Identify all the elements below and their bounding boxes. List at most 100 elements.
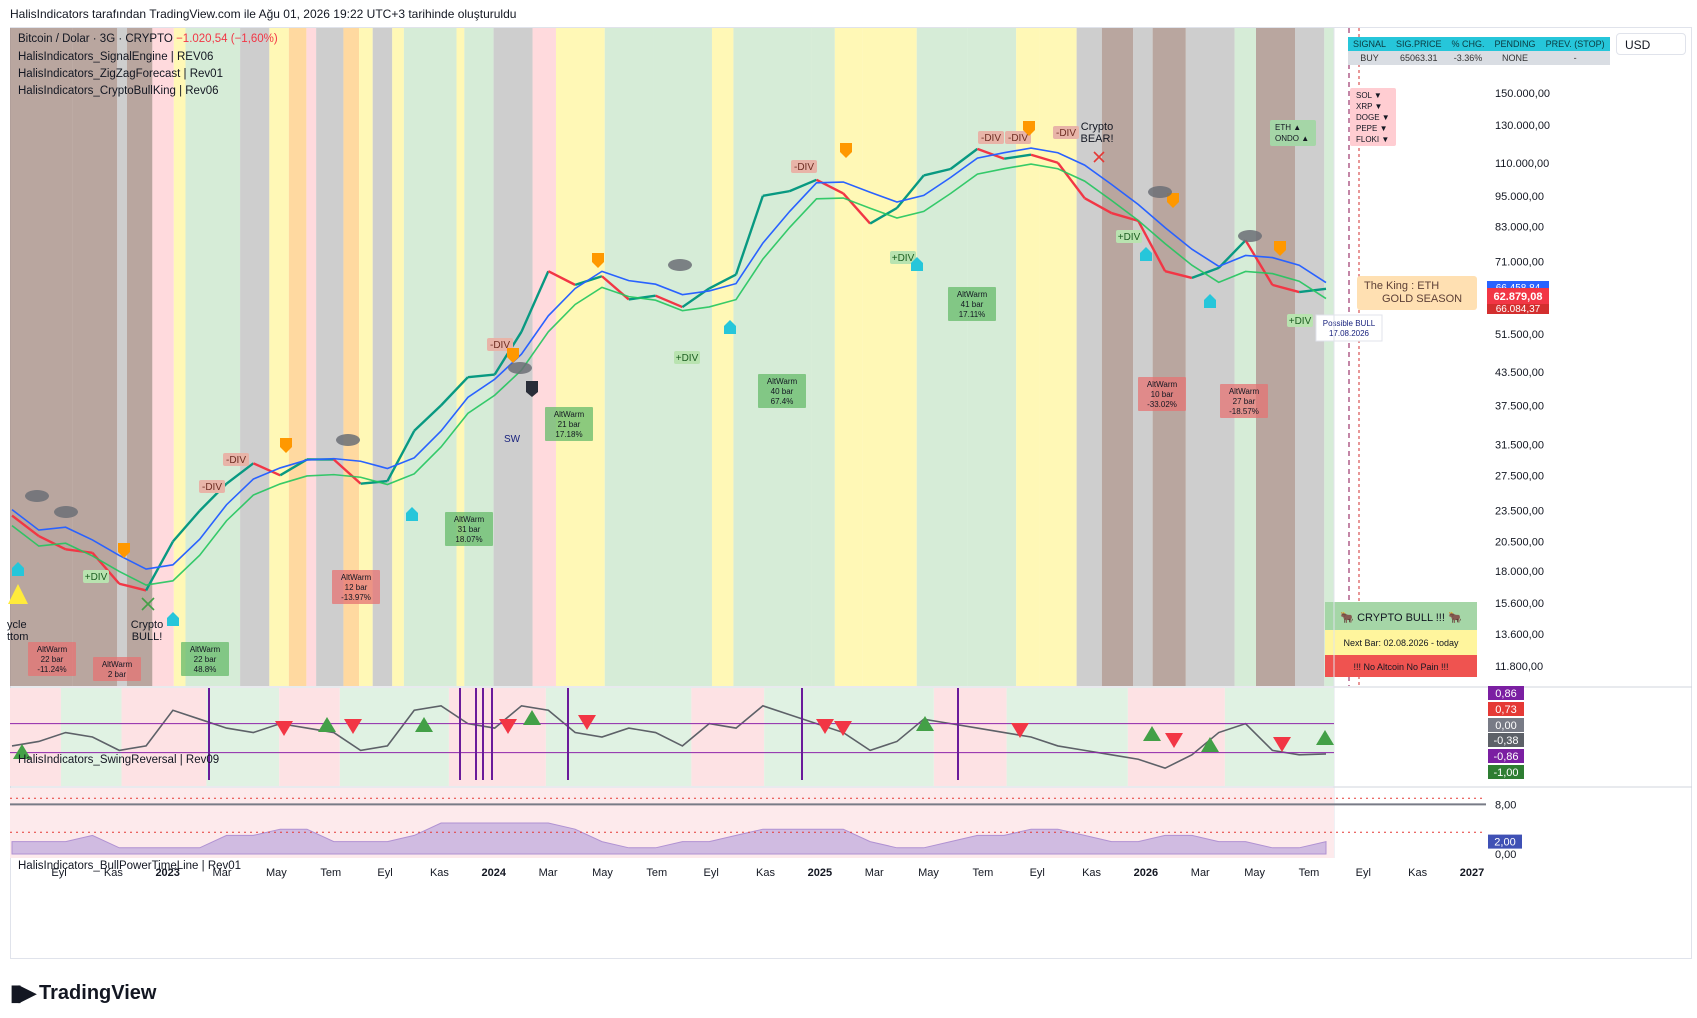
price-axis-label: 43.500,00 [1495, 367, 1544, 379]
price-segment [467, 373, 495, 379]
swing-down-triangle [499, 719, 517, 734]
market-zone-band [967, 28, 1017, 686]
status-nopain-row [1325, 655, 1477, 677]
altwarm-bars: 31 bar [458, 525, 481, 534]
price-axis-label: 95.000,00 [1495, 191, 1544, 203]
tradingview-logo-icon: ▮▶ [10, 980, 36, 1005]
bullpower-axis-tag [1488, 834, 1522, 849]
indicator-legend-2[interactable]: HalisIndicators_ZigZagForecast | Rev01 [18, 68, 223, 80]
time-axis-label: Eyl [1356, 867, 1371, 879]
swing-axis-tag [1488, 702, 1524, 716]
time-axis-label: Tem [646, 867, 667, 879]
alt-down-item: FLOKI ▼ [1356, 135, 1389, 144]
indicator-legend-1[interactable]: HalisIndicators_SignalEngine | REV06 [18, 51, 214, 63]
price-segment [1030, 153, 1059, 164]
signal-header-chg: % CHG. [1446, 37, 1490, 51]
time-axis-label: 2025 [808, 867, 832, 879]
div-bear-label: -DIV [226, 455, 246, 466]
div-bear-tag [1053, 126, 1079, 139]
tradingview-logo[interactable]: ▮▶ TradingView [10, 980, 156, 1006]
symbol-change: −1.020,54 (−1,60%) [176, 33, 278, 45]
div-bear-tag [978, 131, 1004, 144]
altwarm-box [181, 642, 229, 676]
price-segment [520, 270, 550, 333]
signal-header-pending: PENDING [1489, 37, 1541, 51]
swing-up-triangle [1201, 737, 1219, 752]
market-zone-band [555, 28, 605, 686]
div-bull-tag [890, 251, 916, 264]
div-bull-label: +DIV [1118, 232, 1141, 243]
price-axis-label: 27.500,00 [1495, 470, 1544, 482]
cycle-bottom-label-2: ttom [7, 631, 28, 643]
price-segment [332, 458, 362, 485]
price-axis-label: 37.500,00 [1495, 400, 1544, 412]
altwarm-label: AltWarm [341, 573, 372, 582]
sw-label: SW [504, 434, 521, 445]
price-segment [1111, 211, 1139, 223]
swing-zone-band [545, 688, 692, 786]
swing-zone-band [279, 688, 340, 786]
king-box [1357, 276, 1477, 310]
market-zone-band [1101, 28, 1134, 686]
stop-signal-marker [526, 381, 538, 397]
div-bear-label: -DIV [202, 482, 222, 493]
price-axis-label: 71.000,00 [1495, 256, 1544, 268]
current-price-label: 62.879,08 [1494, 291, 1543, 303]
market-zone-band [1324, 28, 1334, 686]
altwarm-bars: 41 bar [961, 300, 984, 309]
market-zone-band [185, 28, 241, 686]
buy-signal-marker [12, 562, 24, 576]
alt-down-item: XRP ▼ [1356, 102, 1382, 111]
altwarm-box [545, 407, 593, 441]
time-axis-label: 2027 [1460, 867, 1484, 879]
smoke-cloud-marker [1238, 230, 1262, 242]
swing-axis-tag [1488, 765, 1524, 779]
market-zone-band [240, 28, 270, 686]
crypto-bull-x-icon [141, 597, 155, 611]
sell-signal-marker [280, 438, 292, 453]
time-axis-label: Tem [320, 867, 341, 879]
price-segment [949, 147, 979, 170]
price-segment [11, 514, 40, 538]
status-nopain-label: !!! No Altcoin No Pain !!! [1353, 662, 1448, 672]
market-zone-band [811, 28, 835, 686]
market-zone-band [72, 28, 118, 686]
market-zone-band [456, 28, 465, 686]
altwarm-box [948, 287, 996, 321]
div-bear-tag [199, 480, 225, 493]
smoke-cloud-marker [336, 434, 360, 446]
indicator-legend-3[interactable]: HalisIndicators_CryptoBullKing | Rev06 [18, 85, 219, 97]
swing-axis-tag [1488, 718, 1524, 732]
market-zone-band [269, 28, 289, 686]
bullpower-axis-tag-label: 2,00 [1494, 837, 1515, 849]
alts-up-box [1270, 120, 1316, 146]
bullpower-legend[interactable]: HalisIndicators_BullPowerTimeLine | Rev0… [18, 860, 242, 872]
signal-header-price: SIG.PRICE [1391, 37, 1447, 51]
market-zone-band [173, 28, 186, 686]
swing-up-triangle [13, 744, 31, 759]
swing-zone-band [121, 688, 207, 786]
alt-down-item: DOGE ▼ [1356, 113, 1390, 122]
altwarm-box [445, 512, 493, 546]
market-zone-band [834, 28, 863, 686]
possible-bull-date: 17.08.2026 [1329, 329, 1370, 338]
market-zone-band [532, 28, 556, 686]
swing-legend[interactable]: HalisIndicators_SwingReversal | Rev09 [18, 754, 220, 766]
div-bear-label: -DIV [1008, 133, 1028, 144]
altwarm-bars: 12 bar [345, 583, 368, 592]
price-segment [842, 192, 872, 225]
altwarm-pct: 67.4% [771, 397, 794, 406]
price-segment [413, 404, 442, 432]
buy-signal-marker [1204, 294, 1216, 308]
price-segment [789, 178, 817, 193]
time-axis-label: Eyl [704, 867, 719, 879]
market-zone-band [1185, 28, 1235, 686]
altwarm-box [93, 657, 141, 681]
market-zone-band [604, 28, 654, 686]
symbol-legend[interactable]: Bitcoin / Dolar · 3G · CRYPTO −1.020,54 … [18, 33, 278, 45]
price-segment [38, 535, 67, 551]
altwarm-bars: 22 bar [194, 655, 217, 664]
currency-button[interactable]: USD [1616, 33, 1686, 55]
time-axis-label: May [918, 867, 939, 879]
